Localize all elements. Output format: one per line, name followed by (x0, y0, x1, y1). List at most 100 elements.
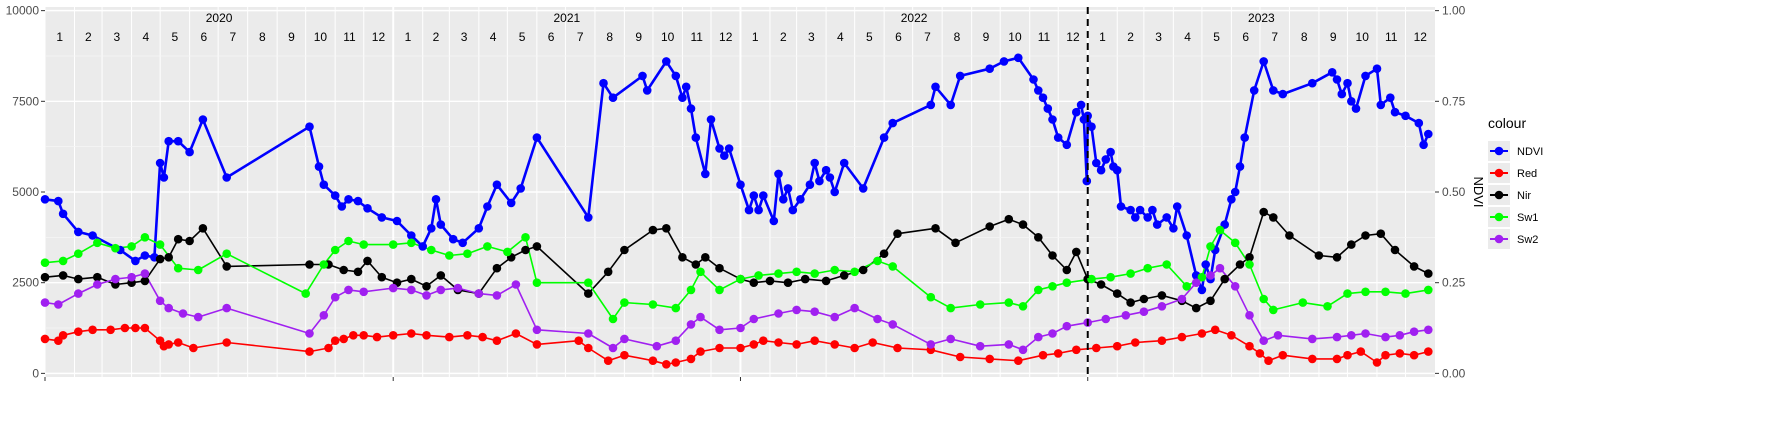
data-point-sw1 (1361, 287, 1370, 297)
data-point-ndvi (815, 176, 824, 186)
data-point-red (868, 338, 877, 347)
data-point-red (1014, 356, 1023, 366)
data-point-ndvi (955, 71, 965, 81)
data-point-sw2 (1018, 345, 1028, 355)
data-point-ndvi (1112, 165, 1122, 175)
data-point-nir (436, 271, 446, 280)
data-point-nir (1062, 265, 1072, 275)
data-point-nir (521, 245, 530, 255)
data-point-ndvi (759, 191, 768, 200)
data-point-ndvi (769, 216, 779, 226)
data-point-red (1264, 356, 1273, 366)
data-point-ndvi (1116, 202, 1126, 211)
data-point-red (1131, 338, 1140, 347)
month-label: 11 (1385, 30, 1398, 44)
data-point-ndvi (599, 78, 608, 88)
data-point-nir (749, 278, 759, 288)
data-point-ndvi (492, 180, 502, 189)
data-point-nir (1034, 233, 1043, 242)
data-point-sw1 (1018, 302, 1028, 311)
month-label: 6 (201, 30, 208, 44)
data-point-red (1177, 332, 1187, 342)
data-point-ndvi (638, 71, 647, 81)
data-point-sw1 (620, 298, 629, 307)
data-point-sw1 (140, 233, 150, 242)
data-point-sw1 (975, 300, 985, 309)
data-point-red (324, 343, 333, 353)
data-point-red (648, 356, 658, 366)
data-point-ndvi (1029, 75, 1038, 84)
right-axis-tick-label: 0.75 (1442, 94, 1466, 108)
data-point-ndvi (1169, 224, 1178, 233)
data-point-sw2 (93, 280, 102, 289)
data-point-ndvi (1240, 133, 1249, 142)
month-label: 2 (85, 30, 92, 44)
data-point-ndvi (999, 57, 1009, 66)
data-point-ndvi (1230, 187, 1240, 197)
right-axis-title: NDVI (1471, 176, 1486, 207)
data-point-red (603, 356, 613, 366)
data-point-sw2 (127, 272, 136, 282)
data-point-ndvi (720, 151, 729, 160)
data-point-nir (821, 276, 831, 286)
data-point-sw1 (671, 303, 681, 313)
data-point-red (1092, 343, 1101, 353)
legend-key-point (1494, 190, 1504, 200)
data-point-ndvi (783, 184, 793, 193)
data-point-nir (93, 272, 102, 282)
data-point-ndvi (377, 213, 387, 222)
data-point-red (1157, 336, 1167, 346)
data-point-ndvi (392, 216, 402, 226)
data-point-sw2 (1004, 340, 1014, 349)
data-point-sw2 (111, 274, 120, 284)
month-label: 3 (461, 30, 468, 44)
data-point-red (131, 323, 140, 333)
data-point-sw1 (193, 265, 203, 275)
month-label: 7 (230, 30, 237, 44)
left-axis-tick-label: 2500 (12, 276, 39, 290)
data-point-ndvi (337, 202, 347, 211)
data-point-sw2 (608, 343, 618, 353)
data-point-ndvi (1401, 111, 1410, 121)
data-point-nir (879, 249, 889, 258)
data-point-red (40, 334, 50, 344)
data-point-red (850, 343, 859, 353)
data-point-red (305, 347, 314, 356)
data-point-ndvi (584, 213, 593, 222)
data-point-sw1 (359, 240, 369, 249)
data-point-sw1 (330, 245, 340, 255)
data-point-sw1 (1298, 298, 1308, 307)
data-point-ndvi (754, 205, 763, 215)
data-point-nir (422, 282, 431, 291)
data-point-sw1 (926, 292, 936, 302)
data-point-red (1381, 350, 1390, 360)
year-label: 2023 (1248, 11, 1275, 25)
month-label: 9 (1330, 30, 1337, 44)
month-label: 10 (1356, 30, 1370, 44)
data-point-red (120, 323, 130, 333)
data-point-sw1 (774, 269, 783, 278)
data-point-ndvi (474, 224, 484, 233)
data-point-sw2 (74, 289, 83, 298)
data-point-ndvi (1414, 118, 1424, 128)
data-point-red (759, 336, 768, 346)
right-axis-tick-label: 0.00 (1442, 366, 1466, 380)
data-point-ndvi (506, 198, 516, 208)
data-point-red (140, 323, 150, 333)
data-point-ndvi (1424, 129, 1433, 139)
data-point-sw1 (1215, 225, 1225, 235)
data-point-ndvi (686, 104, 696, 113)
data-point-nir (1347, 240, 1356, 249)
month-label: 8 (954, 30, 961, 44)
data-point-ndvi (1162, 213, 1171, 222)
data-point-ndvi (185, 147, 194, 157)
data-point-ndvi (1034, 86, 1043, 95)
data-point-sw1 (1087, 274, 1096, 284)
data-point-ndvi (222, 173, 231, 182)
data-point-sw1 (608, 314, 618, 324)
data-point-ndvi (946, 100, 955, 110)
right-axis-tick-label: 1.00 (1442, 4, 1466, 18)
month-label: 10 (1008, 30, 1022, 44)
data-point-ndvi (1126, 205, 1135, 215)
